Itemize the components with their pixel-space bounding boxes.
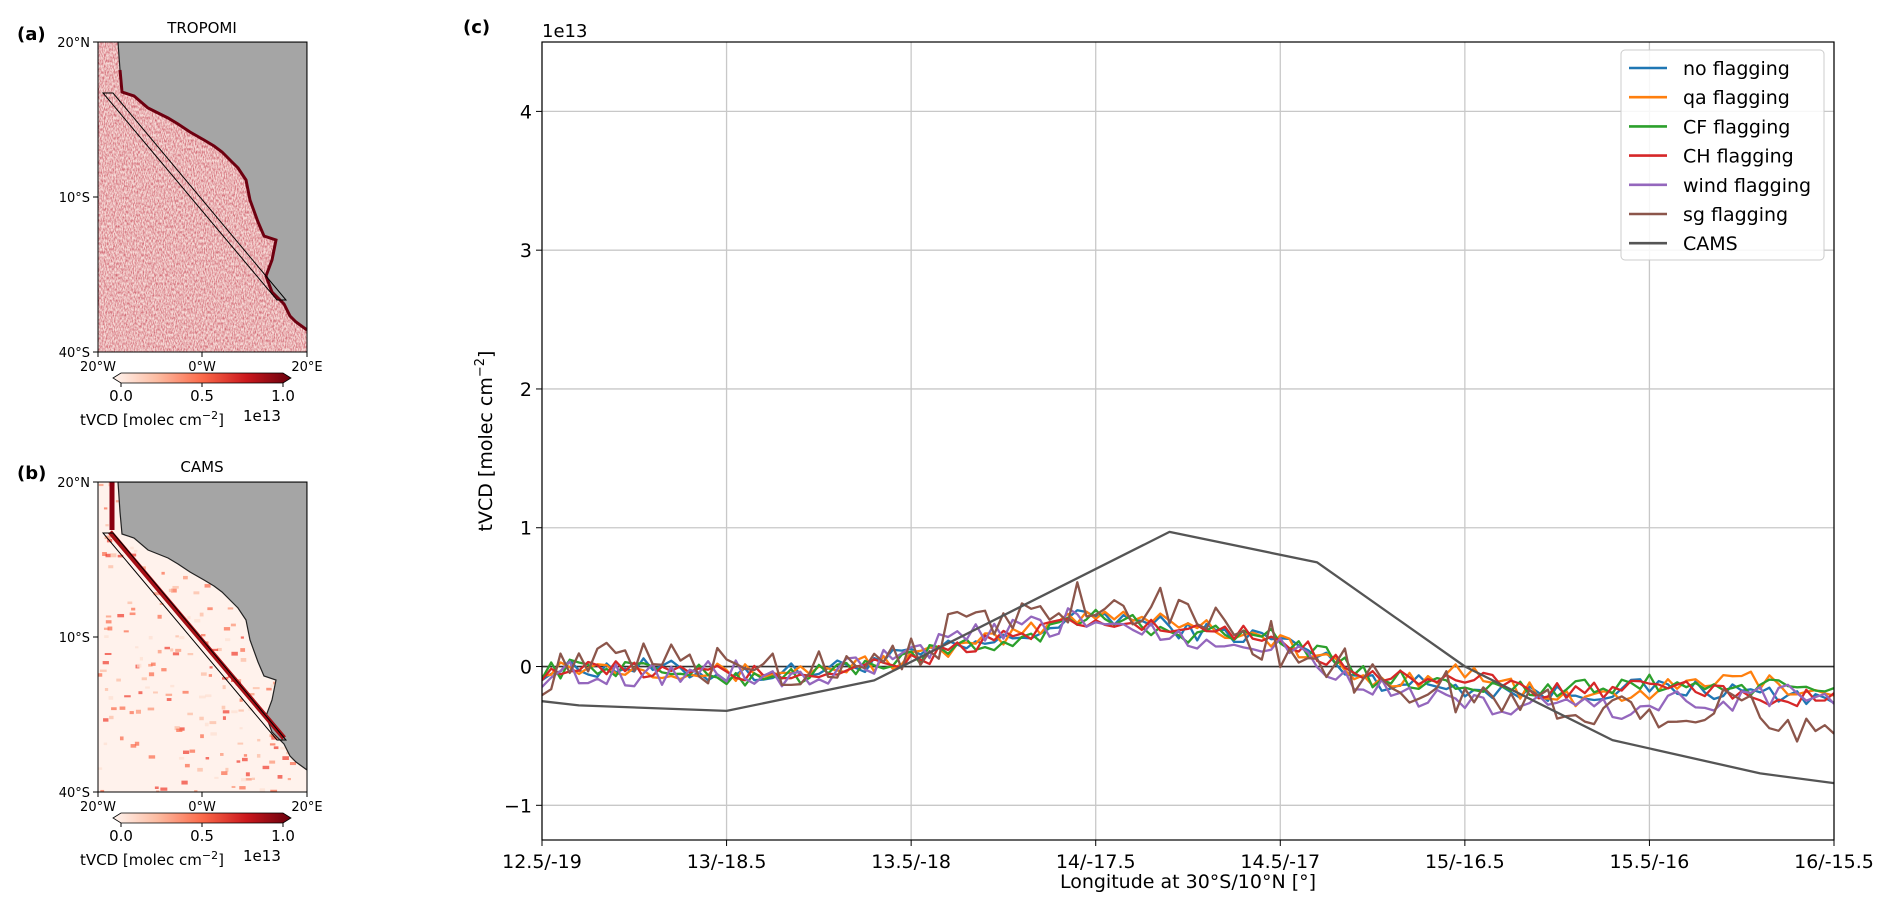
panel-c-ylabel-sup: −2 [473, 358, 488, 377]
x-tick-label: 12.5/-19 [502, 851, 582, 873]
panel-b-colorbar-label-main: tVCD [molec cm [80, 851, 202, 869]
panel-b-lon-label: 20°E [291, 800, 322, 815]
panel-b-colorbar-tick-label: 1.0 [271, 827, 295, 845]
panel-a-colorbar-label-end: ] [218, 411, 224, 429]
panel-a-title: TROPOMI [166, 19, 237, 37]
legend-label: sg flagging [1683, 204, 1788, 226]
legend-label: no flagging [1683, 58, 1790, 80]
panel-a-colorbar-exponent: 1e13 [243, 407, 281, 425]
panel-b-lat-label: 40°S [59, 786, 90, 801]
panel-c-ticks: 12.5/-19 13/-18.5 13.5/-18 14/-17.5 14.5/-17… [502, 101, 1874, 873]
x-tick-label: 13.5/-18 [871, 851, 951, 873]
panel-b-lat-label: 20°N [57, 476, 90, 491]
panel-c-xlabel: Longitude at 30°S/10°N [°] [1060, 871, 1316, 893]
y-tick-label: 1 [520, 518, 532, 540]
panel-b-lon-label: 20°W [80, 800, 116, 815]
series-line-qa-flagging [542, 610, 1834, 708]
panel-a-lon-label: 0°W [188, 360, 216, 375]
panel-b-colorbar-label-end: ] [218, 851, 224, 869]
y-tick-label: 2 [520, 379, 532, 401]
panel-a: (a) TROPOMI [17, 19, 308, 353]
y-tick-label: 4 [520, 101, 532, 123]
legend-item: CH flagging [1629, 146, 1794, 168]
panel-b-title: CAMS [180, 458, 223, 476]
panel-a-colorbar-label-sup: −2 [202, 409, 218, 422]
legend-item: qa flagging [1629, 87, 1790, 109]
panel-b-map [98, 482, 307, 792]
y-tick-label: 0 [520, 657, 532, 679]
panel-a-colorbar-bar [112, 372, 292, 384]
panel-c-ylabel-main: tVCD [molec cm [475, 377, 497, 531]
panel-a-colorbar-label-main: tVCD [molec cm [80, 411, 202, 429]
legend-label: CF flagging [1683, 116, 1790, 138]
panel-a-lat-label: 10°S [59, 191, 90, 206]
x-tick-label: 14.5/-17 [1240, 851, 1320, 873]
series-line-wind-flagging [542, 607, 1834, 721]
panel-b-land [117, 482, 307, 771]
panel-a-lon-label: 20°E [291, 360, 322, 375]
panel-b-colorbar: 0.0 0.5 1.0 tVCD [molec cm−2] 1e13 [80, 812, 295, 869]
panel-b-colorbar-tick-label: 0.5 [190, 827, 214, 845]
panel-c-tag: (c) [463, 17, 490, 38]
legend-item: no flagging [1629, 58, 1790, 80]
x-tick-label: 13/-18.5 [687, 851, 767, 873]
panel-b-colorbar-exponent: 1e13 [243, 847, 281, 865]
panel-b: (b) CAMS [17, 458, 308, 793]
panel-b-colorbar-label: tVCD [molec cm−2] [80, 849, 224, 869]
legend-item: wind flagging [1629, 175, 1811, 197]
legend-item: sg flagging [1629, 204, 1788, 226]
panel-a-lon-label: 20°W [80, 360, 116, 375]
panel-c-ylabel-end: ] [475, 351, 497, 358]
panel-c-legend: no flagging qa flagging CF flagging CH flag… [1620, 49, 1825, 261]
x-tick-label: 15/-16.5 [1425, 851, 1505, 873]
panel-c: (c) 12.5/-19 13/-18.5 13.5/-18 14/-17.5 14.5… [463, 17, 1874, 893]
panel-b-colorbar-tick-label: 0.0 [109, 827, 133, 845]
panel-b-tag: (b) [17, 463, 46, 484]
panel-a-colorbar: 0.0 0.5 1.0 tVCD [molec cm−2] 1e13 [80, 372, 295, 429]
panel-a-map [98, 42, 307, 352]
panel-b-colorbar-bar [112, 812, 292, 824]
panel-b-lat-label: 10°S [59, 631, 90, 646]
panel-c-y-exponent: 1e13 [542, 21, 587, 42]
panel-a-transect-box [101, 92, 288, 301]
panel-a-colorbar-tick-label: 0.0 [109, 387, 133, 405]
panel-b-lon-label: 0°W [188, 800, 216, 815]
panel-c-ylabel: tVCD [molec cm−2] [473, 351, 497, 532]
panel-c-series [542, 530, 1834, 785]
legend-box [1620, 49, 1825, 261]
x-tick-label: 14/-17.5 [1056, 851, 1136, 873]
legend-label: CAMS [1683, 233, 1738, 255]
panel-a-colorbar-tick-label: 0.5 [190, 387, 214, 405]
panel-a-colorbar-label: tVCD [molec cm−2] [80, 409, 224, 429]
x-tick-label: 16/-15.5 [1794, 851, 1874, 873]
series-line-cams [542, 530, 1834, 785]
panel-b-transect-box [101, 532, 288, 741]
panel-a-colorbar-tick-label: 1.0 [271, 387, 295, 405]
map-tick-labels: 20°N10°S40°S20°W 0°W 20°E20°N10°S40°S20°W 0… [57, 36, 322, 815]
legend-item: CAMS [1629, 233, 1738, 255]
legend-label: CH flagging [1683, 146, 1794, 168]
legend-item: CF flagging [1629, 116, 1790, 138]
x-tick-label: 15.5/-16 [1610, 851, 1690, 873]
panel-a-tag: (a) [17, 24, 46, 45]
panel-b-colorbar-label-sup: −2 [202, 849, 218, 862]
series-line-cf-flagging [542, 608, 1834, 698]
panel-c-frame [541, 41, 1835, 841]
legend-label: wind flagging [1683, 175, 1811, 197]
legend-label: qa flagging [1683, 87, 1790, 109]
panel-a-lat-label: 40°S [59, 346, 90, 361]
series-line-sg-flagging [542, 581, 1834, 743]
y-tick-label: 3 [520, 240, 532, 262]
panel-a-lat-label: 20°N [57, 36, 90, 51]
y-tick-label: −1 [504, 795, 532, 817]
